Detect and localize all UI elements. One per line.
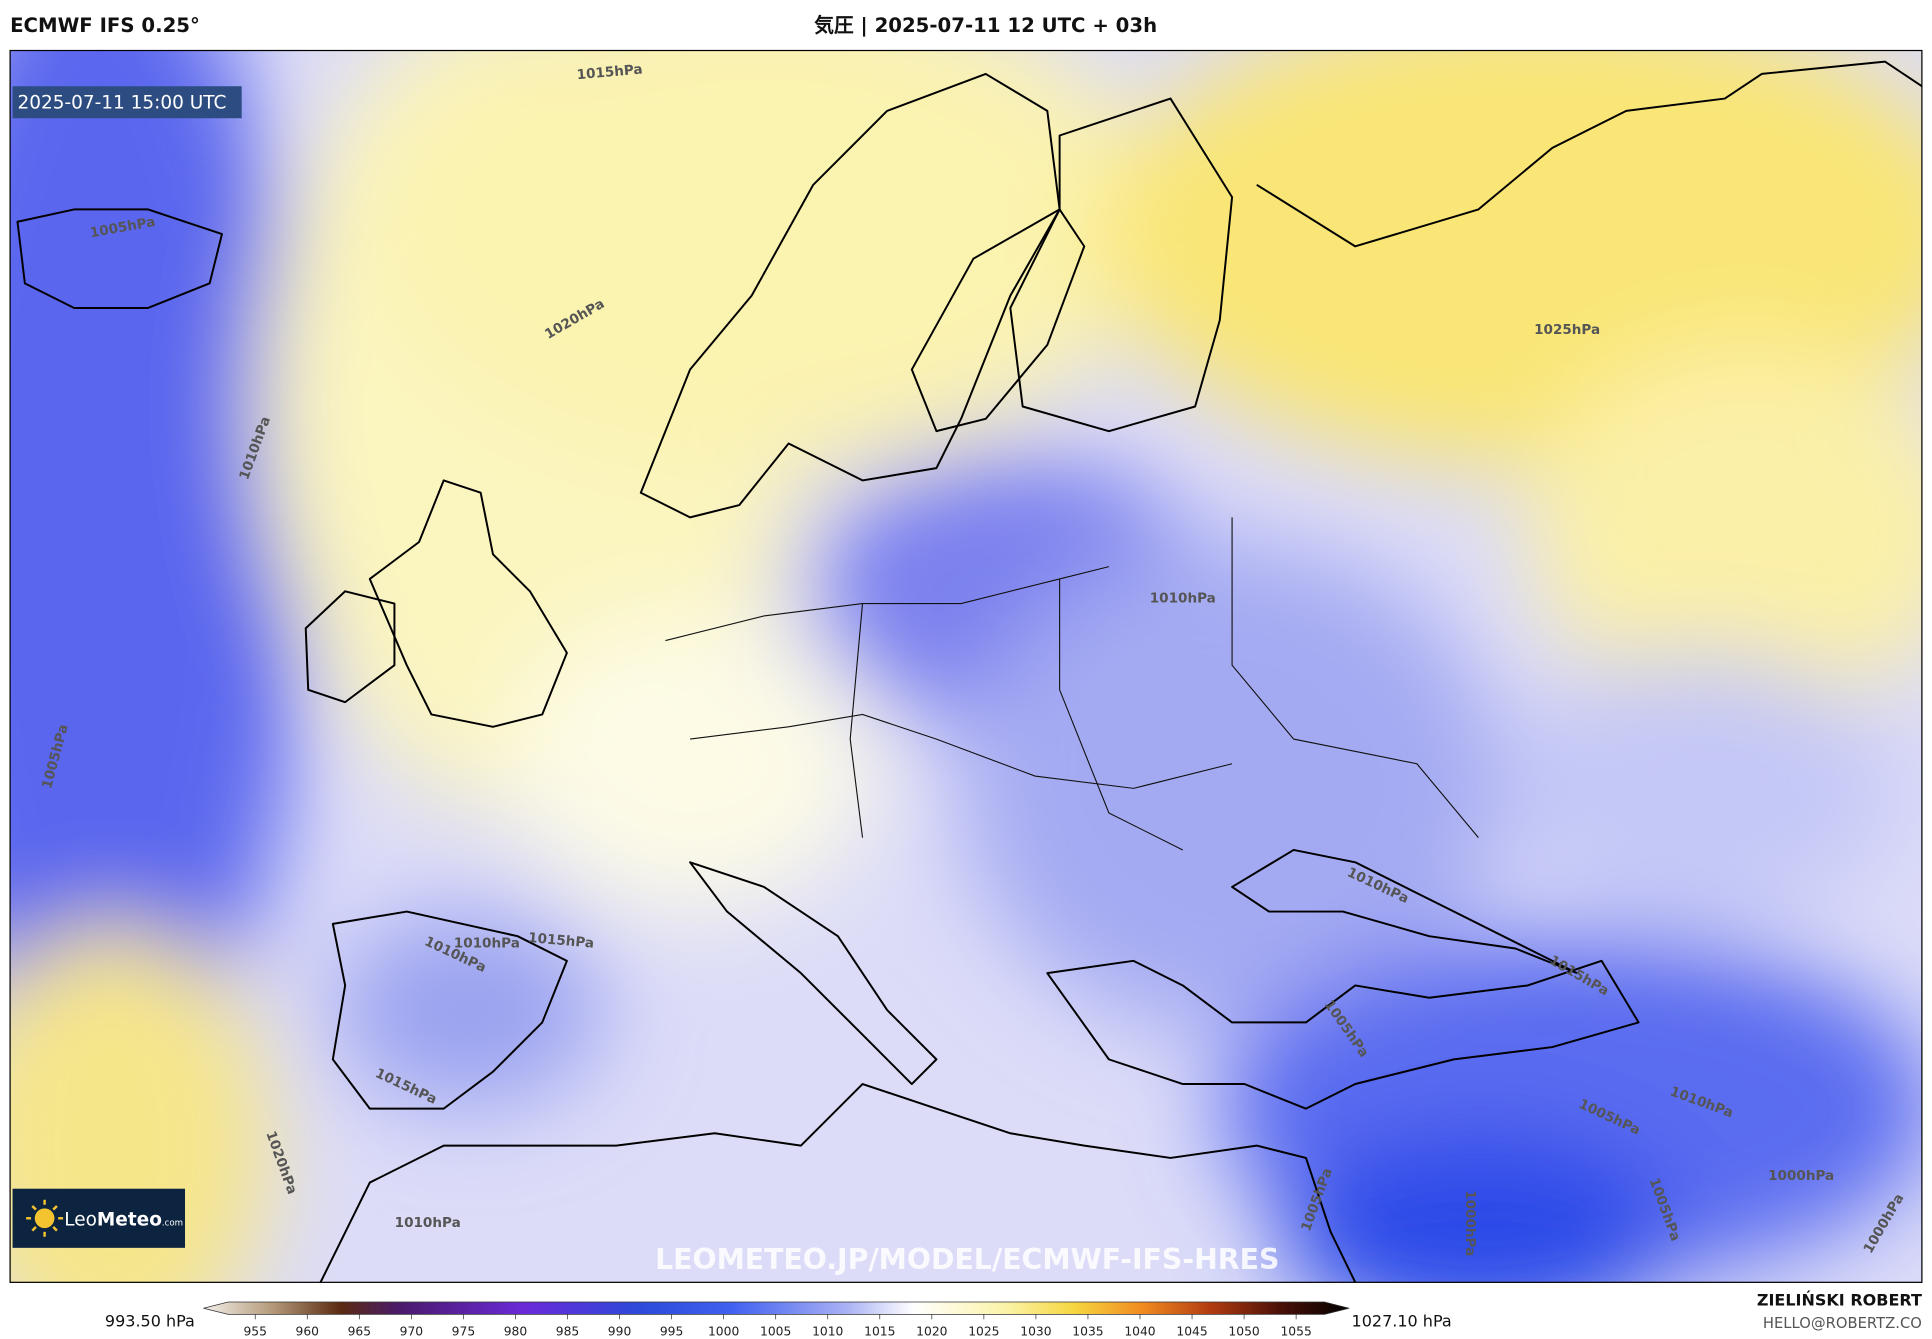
email: HELLO@ROBERTZ.CO	[1763, 1315, 1922, 1332]
colorbar-tick-label: 975	[452, 1324, 475, 1338]
colorbar-tick-label: 985	[556, 1324, 579, 1338]
colorbar-tick-label: 995	[660, 1324, 683, 1338]
contour-label: 1025hPa	[1534, 322, 1600, 338]
contour-label: 1010hPa	[395, 1215, 461, 1231]
colorbar-min: 993.50 hPa	[105, 1312, 195, 1331]
colorbar-tick-label: 965	[348, 1324, 371, 1338]
colorbar-tick-label: 1005	[760, 1324, 791, 1338]
colorbar-tick-label: 1025	[968, 1324, 999, 1338]
coastlines	[16, 60, 1922, 1283]
timestamp-box	[12, 86, 242, 119]
colorbar-tick-label: 1015	[864, 1324, 895, 1338]
colorbar-tick-label: 960	[296, 1324, 319, 1338]
author: ZIELIŃSKI ROBERT	[1757, 1291, 1922, 1310]
colorbar: 993.50 hPa 1027.10 hPa 955 960 965 970 975 98…	[105, 1301, 1452, 1338]
colorbar-tick-label: 1010	[812, 1324, 843, 1338]
logo: LeoMeteo.com	[12, 1188, 186, 1248]
colorbar-tick-label: 990	[608, 1324, 631, 1338]
contour-label: 1015hPa	[527, 930, 594, 952]
colorbar-tick-label: 1020	[916, 1324, 947, 1338]
contour-label: 1010hPa	[1150, 590, 1216, 606]
map-frame	[9, 49, 1923, 1283]
logo-text: LeoMeteo.com	[64, 1210, 183, 1231]
colorbar-tick-label: 1000	[708, 1324, 739, 1338]
contour-label: 1000hPa	[1768, 1168, 1834, 1184]
contour-label: 1010hPa	[454, 935, 520, 951]
colorbar-tick-label: 1045	[1176, 1324, 1207, 1338]
watermark: LEOMETEO.JP/MODEL/ECMWF-IFS-HRES	[655, 1243, 1279, 1276]
colorbar-tick-label: 1035	[1072, 1324, 1103, 1338]
colorbar-max: 1027.10 hPa	[1352, 1312, 1452, 1331]
contour-label: 1000hPa	[1462, 1190, 1478, 1256]
contour-label: 1015hPa	[576, 62, 643, 84]
timestamp: 2025-07-11 15:00 UTC	[17, 92, 226, 113]
colorbar-tick-label: 1040	[1124, 1324, 1155, 1338]
colorbar-tick-label: 1030	[1020, 1324, 1051, 1338]
title: 気圧 | 2025-07-11 12 UTC + 03h	[814, 14, 1157, 37]
colorbar-tick-label: 955	[243, 1324, 266, 1338]
colorbar-tick-label: 980	[504, 1324, 527, 1338]
colorbar-tick-label: 970	[400, 1324, 423, 1338]
colorbar-tick-label: 1055	[1280, 1324, 1311, 1338]
model-name: ECMWF IFS 0.25°	[10, 14, 200, 37]
colorbar-tick-label: 1050	[1228, 1324, 1259, 1338]
